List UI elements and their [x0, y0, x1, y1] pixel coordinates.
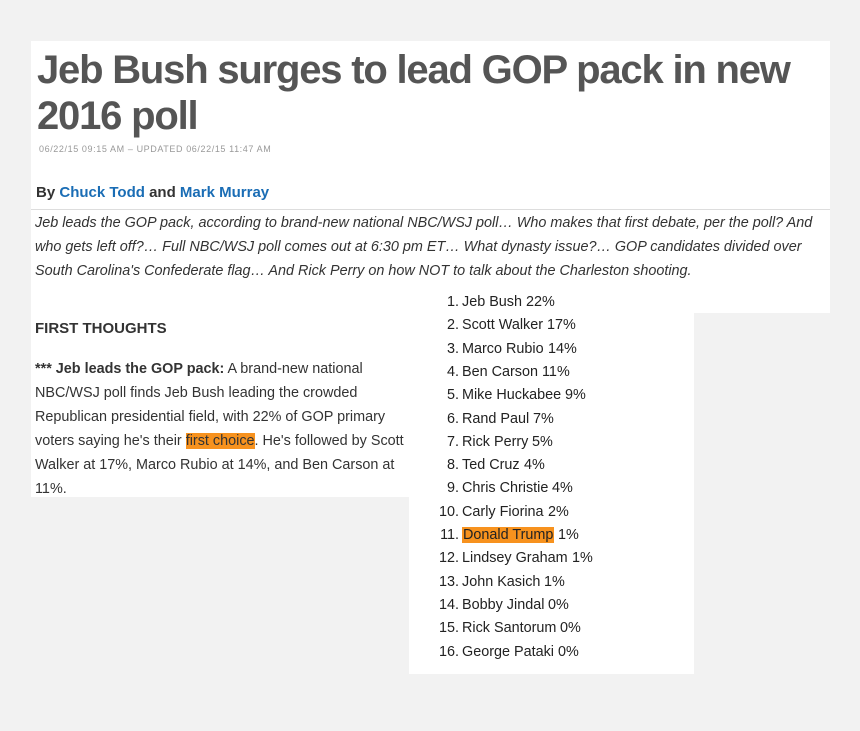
- body-text-before: A brand-new national NBC/WSJ poll finds …: [35, 361, 386, 449]
- poll-rank: 13.: [438, 573, 459, 590]
- poll-candidate-name: Scott Walker: [462, 317, 544, 334]
- section-heading: FIRST THOUGHTS: [35, 320, 167, 337]
- lead-bold: *** Jeb leads the GOP pack:: [35, 361, 225, 377]
- poll-rank: 3.: [446, 340, 459, 357]
- poll-percentage: 22%: [526, 294, 555, 310]
- poll-percentage: 2%: [548, 503, 569, 520]
- poll-candidate-name: Ben Carson: [462, 363, 538, 380]
- author-link-mark-murray[interactable]: Mark Murray: [179, 184, 270, 201]
- poll-percentage: 4%: [552, 480, 573, 497]
- poll-percentage: 1%: [572, 550, 593, 567]
- poll-rank: 8.: [446, 457, 459, 474]
- poll-percentage: 1%: [558, 527, 579, 543]
- byline-prefix: By: [36, 184, 56, 201]
- poll-candidate-name: Mike Huckabee: [462, 387, 562, 404]
- poll-percentage: 5%: [532, 433, 553, 450]
- poll-percentage: 4%: [524, 457, 545, 474]
- author-link-chuck-todd[interactable]: Chuck Todd: [59, 184, 145, 201]
- poll-candidate-name: Marco Rubio: [462, 340, 544, 357]
- body-text-after: . He's followed by Scott Walker at 17%, …: [35, 433, 404, 497]
- dateline: 06/22/15 09:15 AM – UPDATED 06/22/15 11:…: [39, 144, 272, 154]
- poll-candidate-name: Ted Cruz: [462, 457, 520, 474]
- poll-candidate-name: Rick Perry: [462, 433, 529, 450]
- article-dek: Jeb leads the GOP pack, according to bra…: [35, 215, 813, 279]
- headline: Jeb Bush surges to lead GOP pack in new …: [37, 48, 791, 138]
- poll-percentage: 0%: [558, 643, 579, 660]
- poll-rank: 4.: [446, 363, 459, 380]
- poll-percentage: 11%: [542, 363, 570, 380]
- poll-rank: 10.: [438, 503, 459, 520]
- poll-rank: 6.: [446, 410, 459, 427]
- poll-rank: 12.: [438, 550, 459, 567]
- poll-percentage: 17%: [547, 317, 576, 334]
- poll-percentage: 14%: [548, 340, 577, 357]
- poll-rank: 7.: [446, 433, 459, 450]
- poll-candidate-name: Bobby Jindal: [462, 596, 545, 613]
- poll-candidate-name: Donald Trump: [462, 527, 555, 543]
- poll-percentage: 0%: [548, 596, 569, 613]
- article-header: Jeb Bush surges to lead GOP pack in new …: [31, 41, 830, 313]
- poll-candidate-name: Carly Fiorina: [462, 503, 544, 520]
- poll-ranking-panel: 1. Jeb Bush 22% 2. Scott Walker 17% 3. Marco Ru…: [409, 292, 694, 674]
- poll-candidate-name: Rand Paul: [462, 410, 530, 427]
- poll-candidate-name: John Kasich: [462, 573, 541, 590]
- byline: By Chuck Todd and Mark Murray: [36, 184, 269, 201]
- poll-percentage: 7%: [533, 410, 554, 427]
- divider: [31, 209, 830, 210]
- poll-rank: 15.: [438, 620, 459, 637]
- poll-rank: 1.: [446, 294, 459, 310]
- poll-candidate-name: Jeb Bush: [462, 294, 523, 310]
- poll-percentage: 0%: [560, 620, 581, 637]
- poll-rank: 11.: [440, 527, 459, 543]
- poll-candidate-name: Chris Christie: [462, 480, 549, 497]
- byline-conjunction: and: [149, 184, 176, 201]
- poll-percentage: 1%: [544, 573, 565, 590]
- body-paragraph: *** Jeb leads the GOP pack: A brand-new …: [35, 357, 405, 501]
- poll-percentage: 9%: [565, 387, 586, 404]
- poll-rank: 9.: [446, 480, 459, 497]
- poll-candidate-name: Rick Santorum: [462, 620, 557, 637]
- poll-candidate-name: Lindsey Graham: [462, 550, 568, 567]
- poll-rank: 16.: [438, 643, 459, 660]
- poll-candidate-name: George Pataki: [462, 643, 554, 660]
- poll-rank: 5.: [446, 387, 459, 404]
- highlighted-phrase: first choice: [185, 433, 255, 449]
- poll-rank: 14.: [438, 596, 459, 613]
- article-body: FIRST THOUGHTS *** Jeb leads the GOP pac…: [31, 313, 409, 497]
- poll-rank: 2.: [446, 317, 459, 334]
